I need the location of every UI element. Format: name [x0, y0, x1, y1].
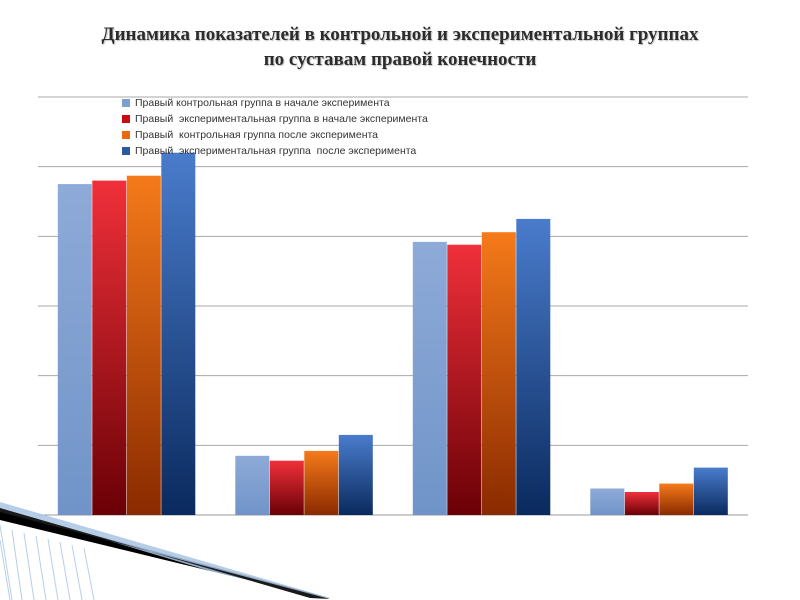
bar-series-3-group-4: [659, 483, 694, 515]
bar-series-2-group-2: [269, 460, 304, 515]
title-line-2: по суставам правой конечности: [263, 49, 537, 70]
bar-series-2-group-1: [92, 180, 127, 515]
legend-swatch: [122, 99, 130, 107]
bar-series-3-group-2: [304, 450, 339, 515]
bar-series-1-group-4: [590, 488, 625, 515]
bars: [57, 152, 728, 515]
legend-swatch: [122, 115, 130, 123]
bar-series-4-group-4: [693, 467, 728, 515]
legend-item: Правый контрольная группа после эксперим…: [122, 127, 428, 143]
bar-series-2-group-4: [624, 492, 659, 515]
legend-label: Правый экспериментальная группа после эк…: [135, 145, 417, 157]
legend-label: Правый контрольная группа после эксперим…: [135, 129, 379, 141]
chart-legend: Правый контрольная группа в начале экспе…: [122, 95, 428, 159]
bar-series-1-group-1: [57, 184, 92, 515]
bar-series-4-group-1: [161, 152, 196, 515]
legend-item: Правый экспериментальная группа в начале…: [122, 111, 428, 127]
bar-series-1-group-2: [235, 455, 270, 515]
bar-series-4-group-2: [338, 434, 373, 515]
slide-title: Динамика показателей в контрольной и экс…: [40, 22, 760, 72]
legend-swatch: [122, 147, 130, 155]
bar-series-2-group-3: [447, 244, 482, 515]
bar-series-3-group-3: [481, 232, 516, 515]
legend-swatch: [122, 131, 130, 139]
legend-label: Правый контрольная группа в начале экспе…: [135, 97, 390, 109]
bar-series-1-group-3: [412, 241, 447, 515]
legend-label: Правый экспериментальная группа в начале…: [135, 113, 428, 125]
legend-item: Правый экспериментальная группа после эк…: [122, 143, 428, 159]
bar-series-4-group-3: [516, 218, 551, 515]
bar-series-3-group-1: [126, 175, 161, 515]
legend-item: Правый контрольная группа в начале экспе…: [122, 95, 428, 111]
title-line-1: Динамика показателей в контрольной и экс…: [101, 24, 699, 45]
